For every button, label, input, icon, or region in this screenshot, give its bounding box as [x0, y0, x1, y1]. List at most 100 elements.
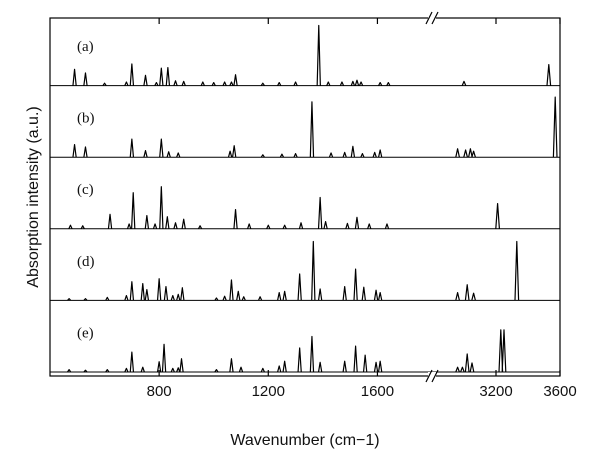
spectrum-peak	[317, 196, 323, 229]
spectrum-peak	[129, 351, 135, 373]
spectrum-4: (d)	[50, 240, 560, 301]
x-axis-ticks: 800 1200 1600 3200 3600	[147, 18, 577, 400]
spectrum-peak	[124, 294, 129, 301]
spectrum-peak	[176, 367, 181, 373]
spectrum-peak	[241, 296, 246, 301]
spectrum-peak	[326, 81, 331, 86]
x-tick-label: 1200	[252, 383, 285, 400]
spectrum-peak	[546, 63, 552, 86]
spectrum-peak	[282, 290, 287, 301]
spectrum-peak	[67, 298, 72, 301]
spectrum-peak	[165, 216, 170, 229]
spectrum-peak	[282, 224, 287, 230]
spectrum-peak	[124, 81, 129, 86]
spectrum-peak	[247, 223, 252, 229]
spectra-panels: (a) (b) (c) (d) (e)	[50, 24, 560, 373]
spectrum-peak	[159, 138, 164, 158]
spectrum-peak	[124, 367, 129, 373]
spectrum-peak	[464, 284, 470, 301]
spectrum-peak	[342, 151, 347, 158]
spectrum-peak	[105, 296, 110, 301]
spectrum-peak	[180, 287, 185, 301]
spectrum-peak	[72, 68, 77, 86]
spectrum-peak	[469, 362, 475, 373]
spectrum-peak	[353, 345, 358, 373]
spectrum-peak	[350, 145, 356, 158]
spectrum-peak	[214, 297, 219, 301]
x-tick-label: 3200	[479, 383, 512, 400]
spectrum-peak	[143, 74, 148, 86]
axis-break-gap	[428, 372, 436, 380]
spectrum-peak	[159, 186, 164, 229]
spectrum-peak	[156, 361, 162, 373]
spectrum-peak	[83, 146, 88, 158]
spectrum-peak	[200, 81, 205, 86]
spectrum-peak	[67, 368, 72, 373]
spectrum-peak	[293, 152, 298, 158]
spectrum-peak	[260, 154, 265, 158]
spectrum-peak	[222, 295, 227, 301]
spectrum-peak	[463, 149, 468, 158]
spectrum-peak	[342, 360, 347, 373]
spectrum-peak	[460, 366, 465, 373]
spectrum-1: (a)	[50, 24, 560, 87]
spectrum-peak	[107, 213, 113, 229]
spectrum-peak	[231, 145, 237, 158]
spectrum-peak	[143, 149, 148, 158]
spectrum-peak	[129, 281, 135, 301]
spectrum-peak	[328, 152, 334, 158]
y-axis-title: Absorption intensity (a.u.)	[25, 106, 42, 287]
axis-break-gap	[428, 14, 436, 22]
axis-break-slash	[425, 369, 433, 383]
x-tick-label: 800	[147, 383, 172, 400]
spectrum-3: (c)	[50, 182, 560, 230]
spectrum-peak	[83, 298, 88, 301]
spectrum-peak	[311, 240, 316, 301]
spectrum-peak	[277, 365, 282, 373]
spectrum-peak	[68, 224, 73, 230]
spectrum-peak	[176, 152, 181, 158]
spectrum-peak	[279, 153, 285, 158]
spectrum-peak	[354, 79, 360, 86]
spectrum-peak	[323, 220, 328, 229]
x-tick-label: 1600	[361, 383, 394, 400]
spectrum-peak	[373, 361, 379, 373]
spectrum-label: (e)	[77, 325, 94, 341]
spectrum-peak	[260, 367, 265, 373]
spectrum-peak	[129, 63, 135, 86]
spectrum-peak	[471, 150, 476, 158]
spectrum-peak	[229, 279, 234, 301]
spectrum-peak	[144, 288, 150, 301]
spectrum-peak	[83, 72, 88, 86]
spectrum-peak	[277, 291, 282, 301]
spectrum-peak	[353, 268, 358, 301]
spectrum-peak	[161, 343, 167, 373]
spectrum-label: (d)	[77, 254, 95, 270]
spectrum-peak	[233, 74, 238, 86]
spectrum-peak	[471, 292, 476, 301]
spectrum-peak	[277, 81, 282, 86]
spectrum-peak	[298, 222, 304, 229]
spectrum-peak	[384, 223, 390, 229]
spectrum-peak	[501, 329, 507, 373]
x-tick-label: 3600	[543, 383, 576, 400]
spectrum-peak	[514, 240, 520, 301]
spectrum-peak	[378, 81, 383, 86]
spectrum-peak	[260, 82, 265, 86]
spectrum-peak	[129, 138, 135, 158]
spectrum-peak	[309, 101, 315, 158]
spectrum-peak	[102, 82, 107, 86]
spectrum-peak	[173, 222, 178, 229]
spectrum-peak	[236, 290, 241, 301]
spectrum-peak	[360, 152, 365, 158]
spectrum-peak	[339, 81, 345, 86]
axis-break-slash	[431, 369, 439, 383]
spectrum-2: (b)	[50, 96, 560, 158]
spectrum-peak	[373, 289, 379, 301]
spectrum-peak	[214, 368, 219, 373]
spectrum-peak	[176, 293, 181, 301]
spectrum-peak	[159, 67, 164, 86]
spectrum-peak	[154, 81, 159, 86]
spectrum-peak	[455, 148, 460, 158]
